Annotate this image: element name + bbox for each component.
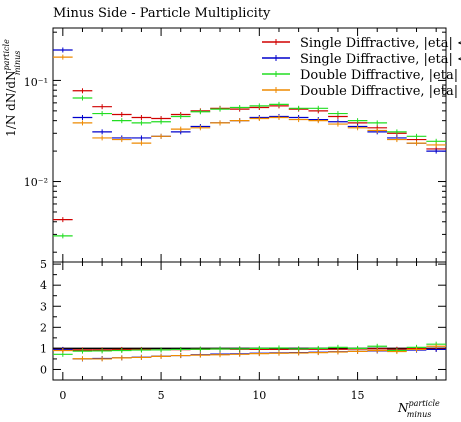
legend-label: Double Diffractive, |eta| < 5: [300, 84, 461, 99]
y-axis-label-sub: minus: [13, 51, 22, 76]
y-axis-label-sup: particle: [2, 39, 11, 71]
ratio-panel-series: [53, 341, 446, 362]
x-tick-label: 10: [252, 389, 266, 402]
main-panel-series: [53, 47, 446, 239]
x-tick-label: 15: [351, 389, 365, 402]
ratio-panel-ticks: [53, 262, 446, 380]
y-tick-label-0: 10⁻²: [24, 176, 48, 189]
legend-label: Double Diffractive, |eta| < 5: [300, 68, 461, 83]
y-tick-label-1: 10⁻¹: [24, 76, 48, 89]
x-tick-label: 0: [59, 389, 66, 402]
ratio-panel-frame: [52, 261, 447, 381]
y-axis-label: 1/N dN/dNparticle minus: [2, 39, 22, 137]
legend-label: Single Diffractive, |eta| < 5: [300, 52, 461, 67]
legend-label: Single Diffractive, |eta| < 5: [300, 36, 461, 51]
x-tick-labels: 0 5 10 15: [59, 389, 364, 402]
x-axis-label-main: N: [397, 401, 409, 415]
x-axis-label-sub: minus: [407, 410, 432, 419]
chart-title: Minus Side - Particle Multiplicity: [53, 6, 271, 21]
ratio-y-tick-label: 5: [40, 258, 47, 271]
ratio-y-tick-label: 4: [40, 279, 47, 292]
y-axis-label-main: 1/N dN/dN: [4, 70, 18, 136]
ratio-y-tick-label: 1: [40, 342, 47, 355]
x-axis-label: Nparticle minus: [397, 399, 440, 419]
ratio-y-tick-labels: 0 1 2 3 4 5: [40, 258, 47, 376]
x-axis-label-sup: particle: [409, 399, 441, 408]
main-panel-ticks: [53, 28, 446, 262]
ratio-y-tick-label: 2: [40, 321, 47, 334]
x-tick-label: 5: [158, 389, 165, 402]
ratio-y-tick-label: 0: [40, 363, 47, 376]
legend: Single Diffractive, |eta| < 5Single Diff…: [262, 36, 461, 99]
ratio-y-tick-label: 3: [40, 300, 47, 313]
